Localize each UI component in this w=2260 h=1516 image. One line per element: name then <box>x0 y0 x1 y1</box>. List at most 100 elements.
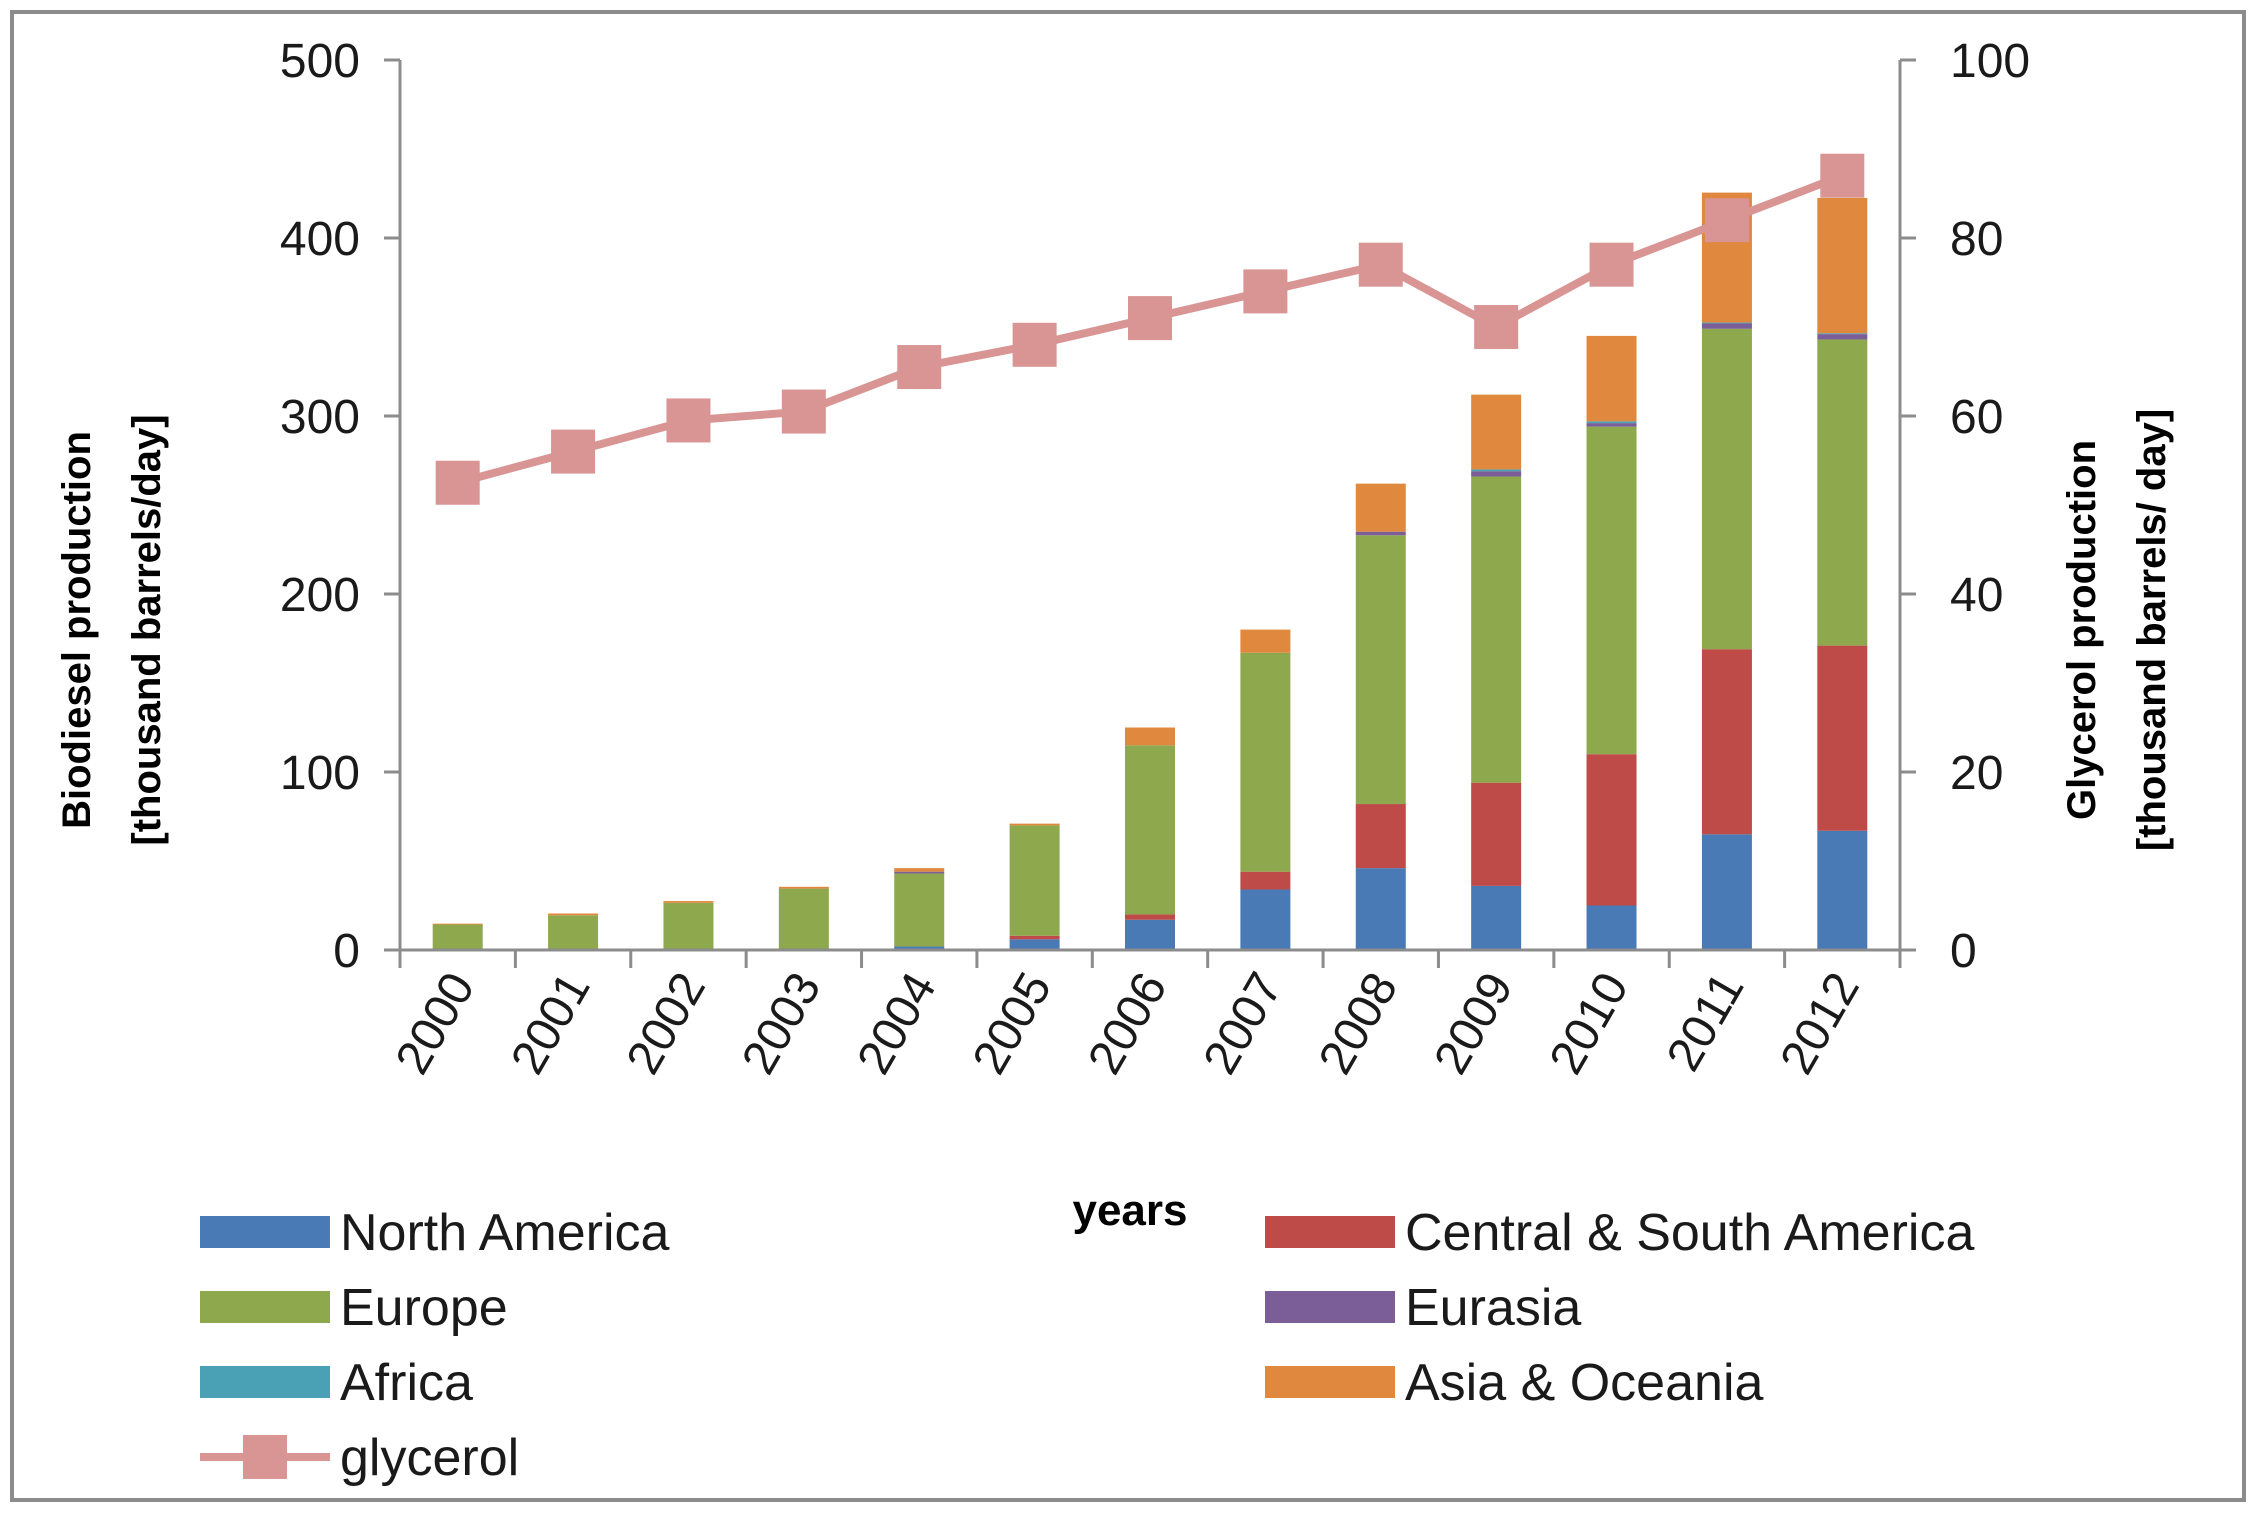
x-tick-label: 2002 <box>617 964 716 1083</box>
legend-label-eurasia: Eurasia <box>1405 1279 1581 1337</box>
legend-label-asia-oceania: Asia & Oceania <box>1405 1354 1763 1412</box>
x-tick-label: 2012 <box>1771 964 1870 1083</box>
y-left-tick-label: 500 <box>280 35 360 88</box>
x-tick-label: 2008 <box>1309 964 1408 1083</box>
bar-segment-europe <box>1471 476 1522 783</box>
legend-label-europe: Europe <box>340 1279 508 1337</box>
y-right-title-line2: [thousand barrels/ day] <box>2130 409 2174 851</box>
legend-swatch-asia-oceania <box>1265 1366 1395 1398</box>
x-tick-label: 2001 <box>501 964 600 1083</box>
glycerol-marker <box>1358 242 1403 287</box>
bar-segment-asia-oceania <box>1355 483 1406 532</box>
y-left-tick-label: 100 <box>280 747 360 800</box>
y-left-title-line2: [thousand barrels/day] <box>125 414 169 845</box>
bar-segment-europe <box>1355 535 1406 805</box>
bar-segment-asia-oceania <box>1009 823 1060 826</box>
y-left-tick-label: 200 <box>280 569 360 622</box>
glycerol-marker <box>435 460 480 505</box>
legend-swatch-north-america <box>200 1216 330 1248</box>
legend-label-glycerol: glycerol <box>340 1429 519 1487</box>
x-tick-label: 2011 <box>1657 964 1755 1080</box>
bar-segment-central-south-america <box>1240 871 1291 890</box>
y-right-tick-label: 80 <box>1950 213 2003 266</box>
bar-segment-north-america <box>1240 889 1291 950</box>
legend: North America Central & South America Euro… <box>200 1204 1974 1487</box>
bar-segment-asia-oceania <box>548 913 599 916</box>
legend-label-north-america: North America <box>340 1204 670 1262</box>
legend-marker-glycerol <box>243 1435 287 1479</box>
legend-label-africa: Africa <box>340 1354 473 1412</box>
glycerol-marker <box>1820 153 1865 198</box>
chart-frame <box>10 10 2246 1502</box>
x-tick-label: 2010 <box>1540 964 1639 1083</box>
legend-swatch-central-south-america <box>1265 1216 1395 1248</box>
bar-segment-north-america <box>1125 919 1175 950</box>
legend-swatch-eurasia <box>1265 1291 1395 1323</box>
y-left-title-line1: Biodiesel production <box>55 431 99 829</box>
legend-swatch-europe <box>200 1291 330 1323</box>
glycerol-line-layer <box>435 153 1865 505</box>
bar-segment-central-south-america <box>1471 782 1522 886</box>
bar-segment-central-south-america <box>1009 935 1060 940</box>
bar-segment-eurasia <box>1355 531 1406 536</box>
bar-segment-europe <box>663 902 714 950</box>
bar-segment-europe <box>1240 652 1291 872</box>
bar-segment-eurasia <box>1701 323 1752 329</box>
bar-segment-eurasia <box>894 871 945 874</box>
x-tick-label: 2000 <box>386 964 485 1083</box>
bar-segment-europe <box>1701 328 1752 650</box>
bar-segment-europe <box>432 924 483 950</box>
y-right-tick-label: 40 <box>1950 569 2003 622</box>
bar-segment-central-south-america <box>1586 754 1637 906</box>
glycerol-marker <box>1012 322 1057 367</box>
bars-layer <box>432 192 1868 950</box>
y-right-title-line1: Glycerol production <box>2060 440 2104 820</box>
bar-segment-asia-oceania <box>663 901 714 903</box>
x-tick-label: 2009 <box>1424 964 1523 1083</box>
bar-segment-central-south-america <box>1355 804 1406 869</box>
y-left-tick-label: 0 <box>333 925 360 978</box>
y-right-tick-label: 60 <box>1950 391 2003 444</box>
bar-segment-europe <box>778 888 829 950</box>
bar-segment-africa <box>1586 421 1637 424</box>
y-right-tick-label: 100 <box>1950 35 2030 88</box>
bar-segment-asia-oceania <box>894 868 945 872</box>
bar-segment-north-america <box>1471 885 1522 950</box>
bar-segment-central-south-america <box>1817 645 1868 831</box>
bar-segment-asia-oceania <box>778 886 829 889</box>
bar-segment-north-america <box>1355 868 1406 950</box>
bar-segment-asia-oceania <box>1240 629 1291 653</box>
bar-segment-north-america <box>1701 834 1752 950</box>
y-right-tick-label: 20 <box>1950 747 2003 800</box>
bar-segment-europe <box>1817 339 1868 646</box>
bar-segment-north-america <box>1817 830 1868 950</box>
y-left-tick-label: 400 <box>280 213 360 266</box>
bar-segment-north-america <box>1586 905 1637 950</box>
glycerol-marker <box>897 345 942 390</box>
bar-segment-europe <box>1009 825 1060 936</box>
bar-segment-europe <box>1125 745 1175 915</box>
bar-segment-africa <box>1471 469 1522 472</box>
bar-segment-asia-oceania <box>1586 335 1637 422</box>
bar-segment-eurasia <box>1471 471 1522 477</box>
x-tick-label: 2006 <box>1078 964 1177 1083</box>
bar-segment-europe <box>894 873 945 947</box>
bar-segment-africa <box>1817 333 1868 335</box>
bar-segment-asia-oceania <box>1817 197 1868 334</box>
bar-segment-asia-oceania <box>1125 727 1175 746</box>
bar-segment-asia-oceania <box>432 923 483 925</box>
bar-segment-europe <box>548 915 599 950</box>
glycerol-marker <box>1128 296 1172 341</box>
y-left-tick-label: 300 <box>280 391 360 444</box>
x-tick-label: 2004 <box>847 964 946 1083</box>
glycerol-marker <box>1243 269 1288 314</box>
glycerol-marker <box>1589 242 1634 287</box>
glycerol-marker <box>1474 305 1519 349</box>
bar-segment-africa <box>1701 322 1752 324</box>
legend-label-central-south-america: Central & South America <box>1405 1204 1974 1262</box>
x-axis-title: years <box>1072 1186 1187 1235</box>
x-tick-label: 2007 <box>1194 964 1293 1083</box>
y-right-tick-label: 0 <box>1950 925 1977 978</box>
bar-segment-eurasia <box>1817 334 1868 340</box>
